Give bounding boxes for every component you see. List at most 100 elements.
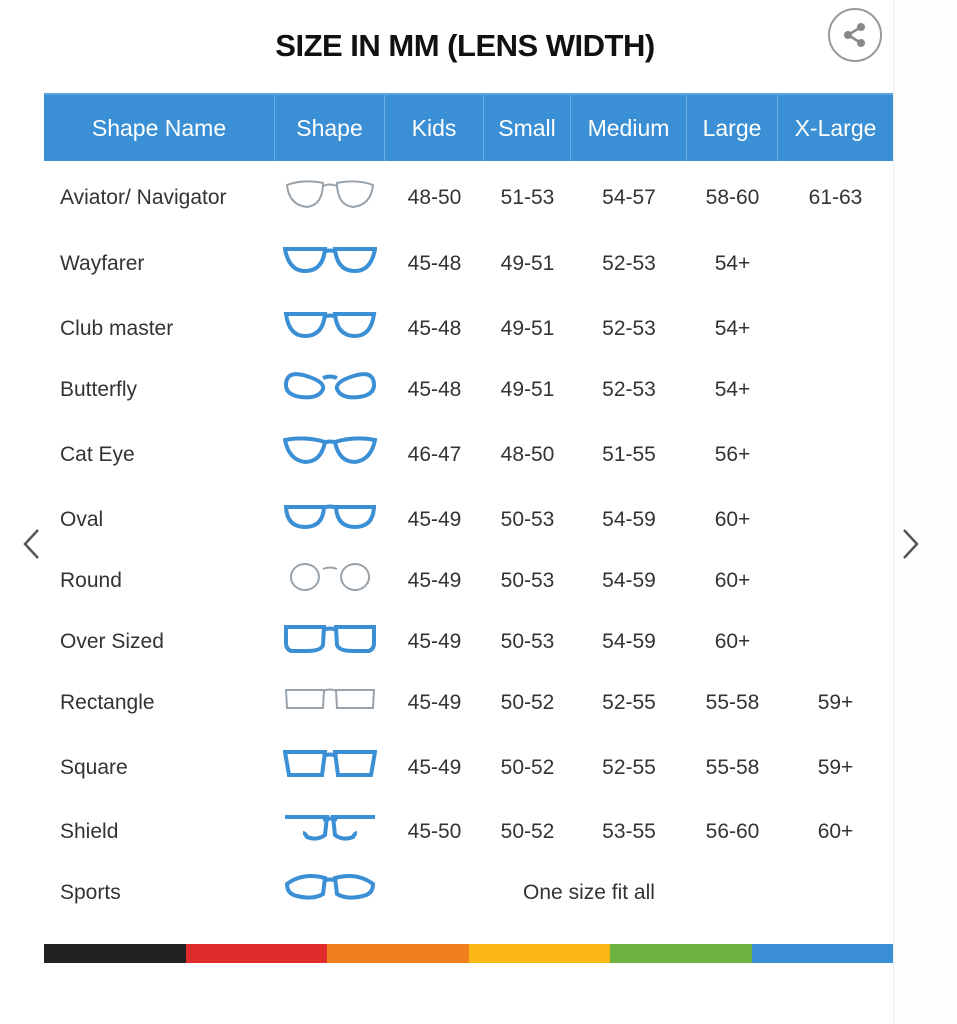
size-large: 55-58 <box>705 691 760 714</box>
glasses-oversized-icon <box>284 625 376 653</box>
glasses-rectangle-icon <box>284 688 376 709</box>
size-small: 50-53 <box>500 630 555 653</box>
shape-image <box>275 680 385 726</box>
table-row: Square 45-49 50-52 52-55 55-58 59+ <box>44 748 893 788</box>
stripe-segment <box>185 944 327 963</box>
size-large: 56+ <box>714 443 751 466</box>
table-row: Over Sized 45-49 50-53 54-59 60+ <box>44 622 893 662</box>
size-small: 50-52 <box>500 756 555 779</box>
glasses-square-icon <box>282 750 378 777</box>
size-kids: 46-47 <box>407 443 462 466</box>
size-small: 49-51 <box>500 317 555 340</box>
chevron-right-icon[interactable] <box>898 526 922 562</box>
size-kids: 48-50 <box>407 186 462 209</box>
size-xlarge: 60+ <box>817 820 854 843</box>
size-large: 54+ <box>714 252 751 275</box>
glasses-cateye-icon <box>282 436 378 465</box>
table-row: Wayfarer 45-48 49-51 52-53 54+ <box>44 244 893 284</box>
glasses-wayfarer-icon <box>282 247 378 274</box>
shape-name: Round <box>60 569 122 592</box>
page-title: SIZE IN MM (LENS WIDTH) <box>275 28 655 63</box>
header-large: Large <box>687 95 778 161</box>
size-large: 60+ <box>714 569 751 592</box>
shape-name: Rectangle <box>60 691 155 714</box>
glasses-oval-icon <box>283 504 377 530</box>
size-medium: 53-55 <box>602 820 656 843</box>
size-kids: 45-49 <box>407 691 462 714</box>
size-medium: 54-57 <box>602 186 656 209</box>
shape-image <box>275 870 385 916</box>
glasses-round-icon <box>289 563 371 591</box>
size-large: 56-60 <box>705 820 760 843</box>
size-kids: 45-48 <box>407 317 462 340</box>
shape-image <box>275 241 385 287</box>
size-small: 49-51 <box>500 378 555 401</box>
table-row: Round 45-49 50-53 54-59 60+ <box>44 561 893 601</box>
table-row: Oval 45-49 50-53 54-59 60+ <box>44 500 893 540</box>
size-small: 51-53 <box>500 186 555 209</box>
size-all: One size fit all <box>523 881 655 904</box>
size-kids: 45-49 <box>407 756 462 779</box>
size-kids: 45-49 <box>407 630 462 653</box>
glasses-sports-icon <box>284 874 376 900</box>
size-medium: 54-59 <box>602 508 656 531</box>
size-kids: 45-49 <box>407 569 462 592</box>
shape-name: Wayfarer <box>60 252 145 275</box>
shape-image <box>275 619 385 665</box>
shape-name: Sports <box>60 881 121 904</box>
size-large: 60+ <box>714 630 751 653</box>
header-small: Small <box>484 95 571 161</box>
color-stripe <box>44 944 893 963</box>
size-table: Shape Name Shape Kids Small Medium Large… <box>44 93 893 904</box>
size-large: 58-60 <box>705 186 760 209</box>
shape-name: Square <box>60 756 128 779</box>
stripe-segment <box>327 944 469 963</box>
table-row: Sports One size fit all <box>44 873 893 913</box>
size-medium: 54-59 <box>602 569 656 592</box>
header-shape-name: Shape Name <box>44 95 275 161</box>
header-medium: Medium <box>571 95 687 161</box>
size-kids: 45-48 <box>407 378 462 401</box>
size-large: 55-58 <box>705 756 760 779</box>
shape-image <box>275 175 385 221</box>
size-large: 54+ <box>714 317 751 340</box>
size-small: 48-50 <box>500 443 555 466</box>
stripe-segment <box>44 944 186 963</box>
size-xlarge: 61-63 <box>808 186 863 209</box>
table-row: Rectangle 45-49 50-52 52-55 55-58 59+ <box>44 683 893 723</box>
size-large: 54+ <box>714 378 751 401</box>
size-kids: 45-48 <box>407 252 462 275</box>
shape-image <box>275 497 385 543</box>
chevron-left-icon[interactable] <box>20 526 44 562</box>
glasses-aviator-icon <box>285 180 375 209</box>
shape-image <box>275 745 385 791</box>
shape-name: Butterfly <box>60 378 138 401</box>
shape-name: Shield <box>60 820 119 843</box>
size-small: 50-53 <box>500 569 555 592</box>
shape-image <box>275 809 385 855</box>
table-row: Butterfly 45-48 49-51 52-53 54+ <box>44 370 893 410</box>
size-medium: 52-55 <box>602 756 656 779</box>
header-shape: Shape <box>275 95 385 161</box>
table-row: Aviator/ Navigator 48-50 51-53 54-57 58-60 61… <box>44 178 893 218</box>
size-medium: 54-59 <box>602 630 656 653</box>
share-icon <box>844 23 865 47</box>
size-medium: 52-53 <box>602 378 656 401</box>
glasses-shield-icon <box>285 815 375 841</box>
shape-name: Over Sized <box>60 630 164 653</box>
table-header: Shape Name Shape Kids Small Medium Large… <box>44 93 893 161</box>
size-medium: 51-55 <box>602 443 656 466</box>
shape-image <box>275 558 385 604</box>
table-row: Shield 45-50 50-52 53-55 56-60 60+ <box>44 812 893 852</box>
size-small: 50-52 <box>500 691 555 714</box>
shape-image <box>275 367 385 413</box>
size-kids: 45-50 <box>407 820 462 843</box>
shape-image <box>275 306 385 352</box>
size-medium: 52-53 <box>602 252 656 275</box>
shape-name: Oval <box>60 508 104 531</box>
shape-name: Club master <box>60 317 174 340</box>
page-edge <box>893 0 957 1024</box>
share-button[interactable] <box>828 8 882 62</box>
size-xlarge: 59+ <box>817 691 854 714</box>
stripe-segment <box>468 944 610 963</box>
